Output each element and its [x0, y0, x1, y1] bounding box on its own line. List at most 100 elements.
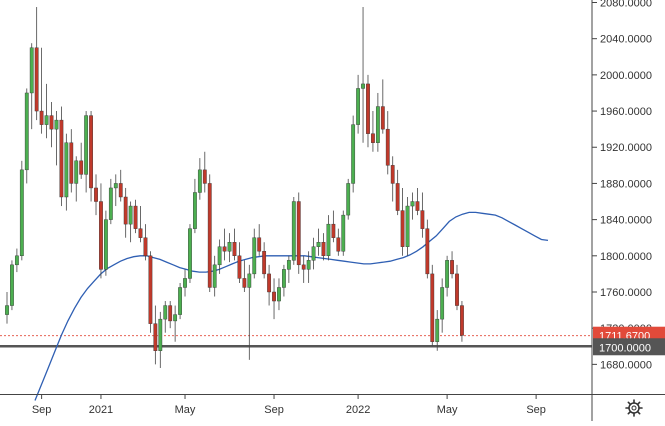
candle [49, 102, 54, 148]
candle [74, 156, 79, 202]
candle-body-down [168, 305, 173, 322]
candle [405, 197, 410, 256]
candle [79, 142, 84, 179]
candle-body-down [123, 196, 128, 225]
candle [460, 301, 464, 342]
candle [326, 215, 331, 261]
candle-body-down [153, 323, 158, 351]
candle [10, 260, 14, 311]
candle-body-down [237, 255, 242, 279]
y-tick-label: 2000.0000 [600, 70, 652, 82]
candle [296, 192, 301, 274]
candle [277, 278, 281, 311]
candle-body-down [267, 273, 271, 293]
candle-body-up [346, 183, 351, 216]
candle-body-down [133, 205, 138, 229]
candle-body-down [79, 160, 84, 175]
x-tick-label: 2021 [89, 404, 113, 416]
candle-body-up [356, 88, 360, 125]
candle-body-down [232, 242, 237, 257]
candle [237, 242, 242, 283]
candle [163, 301, 168, 333]
y-tick-label: 1680.0000 [600, 359, 652, 371]
candle [247, 264, 252, 360]
y-tick-label: 2080.0000 [600, 0, 652, 10]
candle [227, 233, 232, 263]
candle-body-up [84, 115, 89, 175]
y-tick-label: 1840.0000 [600, 215, 652, 227]
candle-body-up [291, 201, 296, 261]
candle [321, 233, 326, 261]
candle-body-up [74, 160, 79, 184]
level-badge [593, 338, 665, 356]
candle [301, 255, 306, 283]
candle-body-up [197, 169, 202, 193]
candle [361, 7, 365, 143]
candle [291, 197, 296, 265]
candle [39, 47, 44, 134]
candle [371, 111, 375, 152]
candle-body-up [29, 47, 34, 94]
gear-hub [631, 405, 637, 411]
candle [197, 158, 202, 200]
candle-body-down [450, 260, 454, 275]
x-tick-label: Sep [32, 404, 52, 416]
candle-body-down [69, 142, 74, 184]
gear-icon[interactable] [625, 399, 643, 417]
candle [282, 264, 286, 297]
candle [113, 174, 118, 207]
candle [217, 239, 222, 274]
candle [193, 178, 197, 234]
candle [202, 151, 207, 193]
y-tick-label: 1960.0000 [600, 106, 652, 118]
candle-body-up [316, 242, 321, 247]
candle-body-down [39, 110, 44, 125]
candle [395, 169, 400, 216]
candle [103, 210, 108, 276]
candle-body-up [277, 287, 281, 302]
candle-body-down [262, 251, 267, 275]
candle [445, 255, 450, 297]
candle [143, 224, 148, 261]
candle-body-up [341, 214, 346, 252]
y-tick-label: 1760.0000 [600, 287, 652, 299]
candle-body-down [257, 237, 262, 252]
candle [94, 174, 98, 216]
candle-body-up [128, 205, 133, 225]
candle-body-down [366, 83, 370, 134]
candle [385, 111, 390, 175]
candle-body-down [371, 133, 375, 143]
candle-body-up [440, 287, 445, 320]
candle-body-up [173, 314, 178, 322]
x-tick-label: Sep [264, 404, 284, 416]
candle [400, 187, 405, 256]
candle [148, 251, 153, 333]
candle-body-up [64, 142, 69, 198]
candle [212, 255, 217, 297]
candle [257, 224, 262, 256]
y-axis-ticks: 1680.00001720.00001760.00001800.00001840… [592, 0, 652, 371]
candle-body-down [395, 183, 400, 211]
candle [286, 255, 291, 283]
candle [133, 199, 138, 234]
candle-body-up [113, 183, 118, 189]
candle-body-down [301, 264, 306, 270]
candle-body-down [59, 119, 64, 198]
candle-body-up [282, 269, 286, 288]
candle [222, 228, 227, 261]
candle [420, 192, 425, 238]
candle [168, 301, 173, 329]
candle-body-up [311, 246, 316, 261]
candle-body-down [296, 201, 301, 266]
candle [306, 251, 311, 283]
candle-body-up [188, 228, 192, 279]
candle-body-up [375, 106, 380, 143]
candle [84, 111, 89, 193]
candle-body-up [247, 273, 252, 288]
x-tick-label: May [175, 404, 196, 416]
candle-body-down [380, 106, 385, 130]
candle [262, 242, 267, 279]
